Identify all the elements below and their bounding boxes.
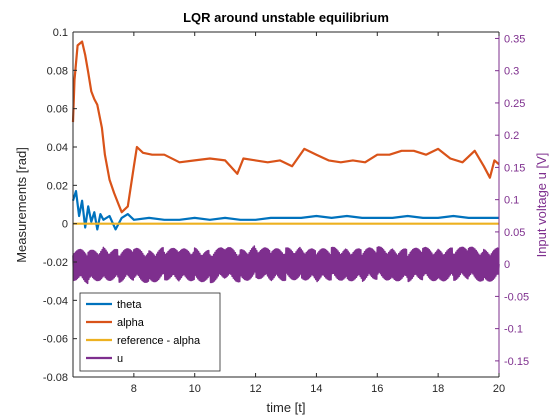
y-tick-label-right: 0.1 — [504, 195, 519, 207]
chart-title: LQR around unstable equilibrium — [183, 10, 389, 25]
x-tick-label: 8 — [131, 383, 137, 395]
y-tick-label-right: 0.35 — [504, 33, 525, 45]
y-tick-label-right: 0.3 — [504, 66, 519, 78]
y-tick-label: 0.1 — [53, 27, 68, 39]
y-tick-label-right: -0.05 — [504, 291, 529, 303]
y-axis-label-right: Input voltage u [V] — [534, 153, 549, 258]
y-tick-label: -0.02 — [43, 257, 68, 269]
y-tick-label: 0.02 — [47, 180, 68, 192]
y-tick-label-right: -0.1 — [504, 324, 523, 336]
y-tick-label: -0.04 — [43, 295, 68, 307]
y-tick-label-right: 0.15 — [504, 162, 525, 174]
legend-label: theta — [117, 299, 142, 311]
legend-label: reference - alpha — [117, 335, 201, 347]
y-tick-label: 0.04 — [47, 142, 68, 154]
legend-label: u — [117, 353, 123, 365]
x-tick-label: 14 — [310, 383, 322, 395]
x-tick-label: 18 — [432, 383, 444, 395]
y-tick-label-right: 0.2 — [504, 130, 519, 142]
y-tick-label: 0.08 — [47, 65, 68, 77]
x-axis-label: time [t] — [266, 400, 305, 415]
y-tick-label: 0.06 — [47, 104, 68, 116]
y-tick-label-right: 0.25 — [504, 98, 525, 110]
legend: theta alpha reference - alpha u — [80, 293, 220, 371]
y-tick-label: 0 — [62, 219, 68, 231]
legend-label: alpha — [117, 317, 145, 329]
y-tick-label-right: -0.15 — [504, 356, 529, 368]
y-tick-label-right: 0.05 — [504, 227, 525, 239]
y-tick-label: -0.06 — [43, 334, 68, 346]
y-tick-label: -0.08 — [43, 372, 68, 384]
x-tick-label: 12 — [249, 383, 261, 395]
x-tick-label: 10 — [189, 383, 201, 395]
x-tick-label: 20 — [493, 383, 505, 395]
y-axis-label: Measurements [rad] — [14, 147, 29, 263]
x-tick-label: 16 — [371, 383, 383, 395]
y-tick-label-right: 0 — [504, 259, 510, 271]
